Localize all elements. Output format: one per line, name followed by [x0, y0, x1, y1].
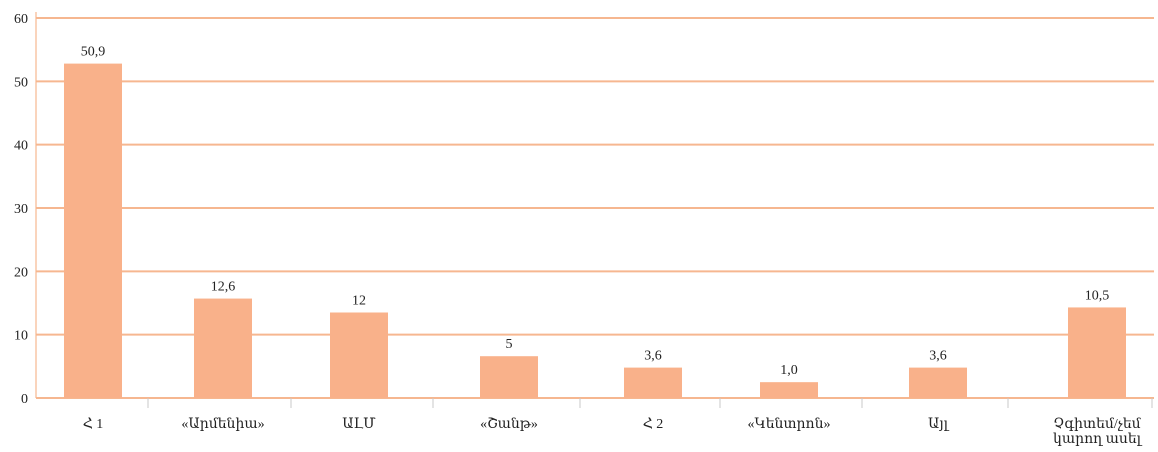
y-tick-label-30: 30: [14, 202, 28, 217]
bar-0: [64, 63, 122, 398]
data-label-0: 50,9: [81, 45, 106, 60]
category-label-1: «Արմենիա»: [181, 417, 264, 432]
y-tick-label-20: 20: [14, 265, 28, 280]
x-axis: [147, 398, 1153, 408]
bar-4: [624, 367, 682, 398]
y-axis-ticks: 0 10 20 30 40 50 60: [14, 12, 28, 407]
bar-6: [909, 367, 967, 398]
data-label-2: 12: [352, 294, 366, 309]
y-tick-label-50: 50: [14, 75, 28, 90]
bar-7: [1068, 307, 1126, 398]
bar-1: [194, 298, 252, 398]
category-label-3: «Շանթ»: [480, 417, 538, 432]
category-label-5: «Կենտրոն»: [748, 417, 831, 432]
category-label-6: Այլ: [928, 417, 950, 432]
data-label-4: 3,6: [644, 349, 662, 364]
data-labels: 50,9 12,6 12 5 3,6 1,0 3,6 10,5: [81, 45, 1110, 379]
category-label-4: Հ 2: [643, 417, 664, 432]
bars: [64, 63, 1126, 398]
y-tick-label-10: 10: [14, 329, 28, 344]
y-tick-label-40: 40: [14, 139, 28, 154]
data-label-3: 5: [506, 337, 513, 352]
bar-3: [480, 356, 538, 398]
data-label-5: 1,0: [780, 363, 798, 378]
category-labels: Հ 1 «Արմենիա» ԱԼՄ «Շանթ» Հ 2 «Կենտրոն» Այլ Չգիտ…: [83, 417, 1143, 447]
category-label-7: Չգիտեմ/չեմ կարող ասել: [1053, 417, 1143, 447]
category-label-0: Հ 1: [83, 417, 104, 432]
data-label-7: 10,5: [1085, 288, 1110, 303]
data-label-6: 3,6: [929, 349, 947, 364]
y-tick-label-0: 0: [21, 392, 28, 407]
bar-5: [760, 382, 818, 398]
category-label-2: ԱԼՄ: [342, 417, 376, 432]
data-label-1: 12,6: [211, 280, 236, 295]
bar-2: [330, 312, 388, 398]
y-tick-label-60: 60: [14, 12, 28, 27]
